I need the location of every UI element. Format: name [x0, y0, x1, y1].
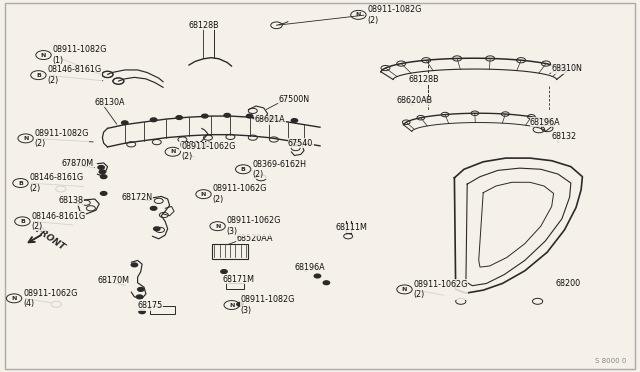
Text: 67501N: 67501N	[179, 141, 211, 150]
Circle shape	[138, 288, 144, 291]
Circle shape	[99, 170, 106, 174]
Text: 68175: 68175	[138, 301, 163, 310]
Text: N: N	[229, 302, 234, 308]
Circle shape	[246, 114, 253, 118]
Text: N: N	[356, 12, 361, 17]
Text: 08911-1082G
(2): 08911-1082G (2)	[35, 129, 89, 148]
Text: 68621A: 68621A	[255, 115, 285, 124]
Text: N: N	[23, 136, 28, 141]
Text: B: B	[36, 73, 41, 78]
Text: 68132: 68132	[552, 132, 577, 141]
Circle shape	[154, 227, 160, 231]
Circle shape	[122, 121, 128, 125]
Text: 68128B: 68128B	[408, 76, 439, 84]
Circle shape	[150, 118, 157, 122]
Text: 08911-1062G
(4): 08911-1062G (4)	[23, 289, 77, 308]
Text: N: N	[215, 224, 220, 229]
Text: B: B	[20, 219, 25, 224]
Bar	[212, 244, 248, 259]
Circle shape	[139, 310, 145, 314]
Text: 67500N: 67500N	[278, 95, 310, 104]
Bar	[150, 306, 175, 314]
Text: 08911-1082G
(3): 08911-1082G (3)	[241, 295, 295, 315]
Circle shape	[100, 192, 107, 195]
Text: 68130A: 68130A	[95, 98, 125, 107]
Text: N: N	[201, 192, 206, 197]
Text: 68128B: 68128B	[188, 21, 219, 30]
Text: 08911-1082G
(2): 08911-1082G (2)	[367, 5, 422, 25]
Circle shape	[98, 166, 104, 169]
Text: 67540: 67540	[288, 139, 313, 148]
Text: FRONT: FRONT	[33, 225, 67, 252]
Text: 08911-1062G
(2): 08911-1062G (2)	[182, 142, 236, 161]
Text: 68200: 68200	[556, 279, 580, 288]
Text: 68111M: 68111M	[336, 223, 368, 232]
Text: N: N	[41, 52, 46, 58]
Text: 68170M: 68170M	[97, 276, 129, 285]
Circle shape	[176, 116, 182, 119]
Text: 08146-8161G
(2): 08146-8161G (2)	[29, 173, 84, 193]
Text: 68520AA: 68520AA	[237, 234, 273, 243]
Text: 68196A: 68196A	[294, 263, 325, 272]
Text: 08146-8161G
(2): 08146-8161G (2)	[31, 212, 86, 231]
Text: 68310N: 68310N	[552, 64, 582, 73]
Text: 08146-8161G
(2): 08146-8161G (2)	[47, 65, 102, 85]
Circle shape	[100, 175, 107, 179]
Text: 68171M: 68171M	[223, 275, 255, 283]
Text: 08369-6162H
(2): 08369-6162H (2)	[252, 160, 306, 179]
Text: N: N	[12, 296, 17, 301]
Text: 08911-1082G
(1): 08911-1082G (1)	[52, 45, 107, 65]
Text: N: N	[402, 287, 407, 292]
Circle shape	[237, 302, 243, 306]
Circle shape	[224, 113, 230, 117]
Text: 68196A: 68196A	[530, 118, 561, 126]
Text: 68172N: 68172N	[122, 193, 153, 202]
Bar	[226, 283, 244, 289]
Circle shape	[202, 114, 208, 118]
Circle shape	[136, 295, 143, 299]
Text: 08911-1062G
(2): 08911-1062G (2)	[212, 185, 267, 204]
Circle shape	[150, 206, 157, 210]
Text: 08911-1062G
(2): 08911-1062G (2)	[413, 280, 468, 299]
Text: S 8000 0: S 8000 0	[595, 358, 626, 364]
Text: 08911-1062G
(3): 08911-1062G (3)	[227, 217, 281, 236]
Text: B: B	[241, 167, 246, 172]
Text: B: B	[18, 180, 23, 186]
Circle shape	[131, 263, 138, 267]
Circle shape	[323, 281, 330, 285]
Circle shape	[291, 119, 298, 122]
Text: 67870M: 67870M	[61, 159, 93, 168]
Circle shape	[269, 116, 275, 119]
Circle shape	[424, 98, 431, 102]
Text: 68620AB: 68620AB	[397, 96, 433, 105]
Circle shape	[221, 270, 227, 273]
Circle shape	[314, 274, 321, 278]
Text: N: N	[170, 149, 175, 154]
Text: 68138: 68138	[59, 196, 84, 205]
